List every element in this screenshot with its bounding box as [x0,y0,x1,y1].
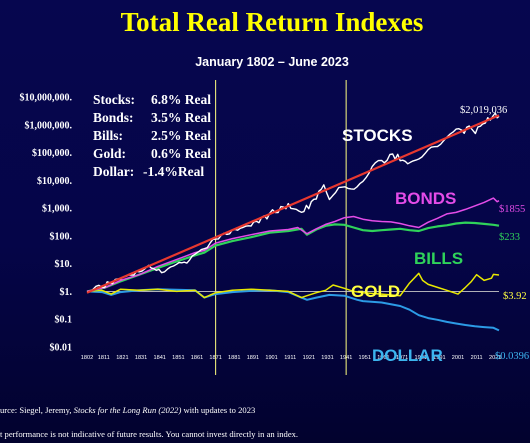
chart-subtitle: January 1802 – June 2023 [195,55,349,69]
gold-series-label: GOLD [351,282,400,301]
bonds-end-value: $1855 [499,204,525,215]
x-tick-label: 1802 [81,355,93,361]
disclaimer: t performance is not indicative of futur… [0,429,298,439]
x-tick-label: 1901 [265,355,277,361]
rate-gold-label: Gold: [93,146,126,161]
y-tick-label: $1. [60,287,73,298]
x-tick-label: 1971 [396,355,408,361]
real-return-rates: Stocks: 6.8% Real Bonds: 3.5% Real Bills: 2… [93,92,211,179]
x-tick-label: 1851 [172,355,184,361]
x-tick-label: 2001 [452,355,464,361]
trend-line [86,114,500,294]
x-tick-label: 1951 [359,355,371,361]
svg-text:Stocks:6.8% Real: Stocks: 6.8% Real [93,92,211,107]
y-tick-label: $100. [50,231,73,242]
rate-gold-value: 0.6% Real [151,146,211,161]
svg-text:Dollar:-1.4%Real: Dollar: -1.4%Real [93,164,204,179]
y-tick-label: $100,000. [32,148,73,159]
bonds-line [86,197,500,293]
source-book-title: Stocks for the Long Run (2022) [74,405,182,415]
x-tick-label: 1811 [98,355,110,361]
y-tick-label: $1,000. [42,204,73,215]
rate-bills-value: 2.5% Real [151,128,211,143]
stocks-end-value: $2,019,036 [460,105,507,116]
stocks-series-label: STOCKS [342,126,413,145]
dollar-end-value: $0.0396 [495,351,529,362]
dollar-line [86,288,500,332]
x-tick-label: 1981 [414,355,426,361]
x-tick-label: 2021 [489,355,501,361]
svg-text:Gold:0.6% Real: Gold: 0.6% Real [93,146,211,161]
stocks-line [86,112,500,293]
svg-text:Bonds:3.5% Real: Bonds: 3.5% Real [93,110,211,125]
gold-end-value: $3.92 [503,291,527,302]
y-tick-label: $10,000,000. [20,93,73,104]
chart-title: Total Real Return Indexes [121,7,424,37]
x-tick-label: 1931 [321,355,333,361]
y-tick-label: $10. [55,259,73,270]
x-tick-label: 1831 [135,355,147,361]
rate-bills-label: Bills: [93,128,123,143]
bills-end-value: $233 [499,232,520,243]
x-tick-label: 1891 [247,355,259,361]
rate-stocks-label: Stocks: [93,92,135,107]
rate-bonds-label: Bonds: [93,110,134,125]
bonds-series-label: BONDS [395,189,456,208]
x-tick-label: 1921 [303,355,315,361]
x-tick-label: 1841 [153,355,165,361]
svg-text:Bills:2.5% Real: Bills: 2.5% Real [93,128,211,143]
source-suffix: with updates to 2023 [181,405,255,415]
source-prefix: urce: Siegel, Jeremy, [0,405,74,415]
dollar-series-label: DOLLAR [372,346,443,365]
x-tick-label: 1991 [433,355,445,361]
y-tick-label: $10,000. [37,176,73,187]
source-note: urce: Siegel, Jeremy, Stocks for the Lon… [0,405,255,415]
bills-series-label: BILLS [414,249,463,268]
vertical-reference-lines [215,80,347,375]
x-tick-label: 1911 [284,355,296,361]
y-tick-label: $0.01 [50,343,73,354]
x-tick-label: 1881 [228,355,240,361]
y-tick-label: $1,000,000. [25,120,73,131]
y-tick-label: $0.1 [55,315,73,326]
rate-dollar-label: Dollar: [93,164,134,179]
x-tick-label: 2011 [471,355,483,361]
series-lines [86,112,500,332]
rate-dollar-value: -1.4%Real [143,164,204,179]
x-tick-label: 1821 [116,355,128,361]
rate-bonds-value: 3.5% Real [151,110,211,125]
rate-stocks-value: 6.8% Real [151,92,211,107]
gold-line [86,272,500,299]
y-axis-ticks: $10,000,000. $1,000,000. $100,000. $10,000.… [20,93,73,354]
x-tick-label: 1861 [191,355,203,361]
x-tick-label: 1961 [377,355,389,361]
